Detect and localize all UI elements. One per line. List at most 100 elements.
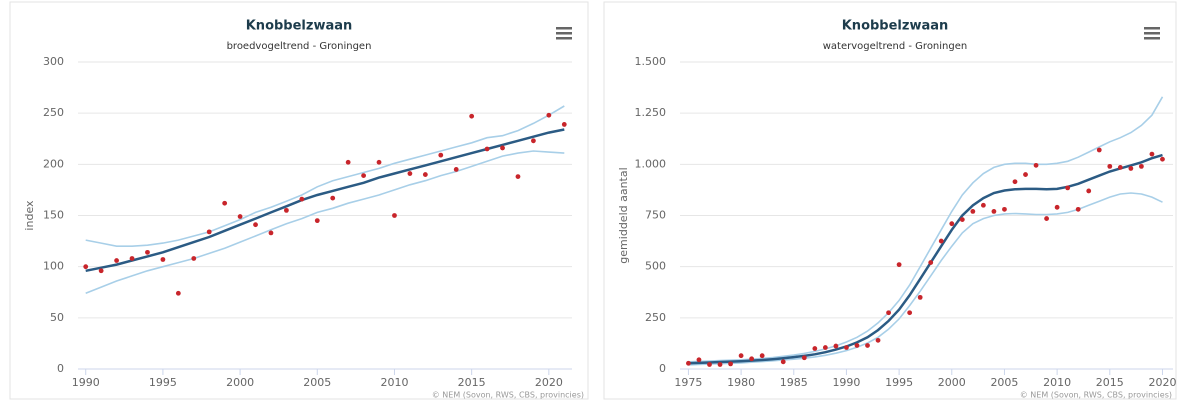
data-point xyxy=(83,264,89,270)
data-point xyxy=(1075,206,1081,212)
data-point xyxy=(844,345,849,350)
x-tick-label: 2020 xyxy=(1148,376,1176,389)
data-point xyxy=(453,167,459,172)
data-point xyxy=(928,260,934,265)
data-point xyxy=(738,353,744,359)
data-point xyxy=(145,249,150,255)
data-point xyxy=(407,171,413,176)
y-tick-label: 1.250 xyxy=(635,106,667,119)
x-tick-label: 1975 xyxy=(674,376,702,389)
data-point xyxy=(484,146,490,152)
data-point xyxy=(707,362,712,367)
data-point xyxy=(438,152,444,158)
data-point xyxy=(392,213,397,218)
data-point xyxy=(749,356,755,362)
y-tick-label: 500 xyxy=(645,260,666,273)
data-point xyxy=(314,218,320,224)
data-point xyxy=(175,290,181,296)
y-tick-label: 300 xyxy=(43,55,64,68)
x-tick-label: 2010 xyxy=(1043,376,1071,389)
menu-button[interactable] xyxy=(556,27,572,40)
data-point xyxy=(1128,166,1134,171)
x-tick-label: 2000 xyxy=(938,376,966,389)
data-point xyxy=(949,221,955,227)
data-point xyxy=(980,202,986,208)
data-point xyxy=(717,362,723,367)
credit: © NEM (Sovon, RWS, CBS, provincies) xyxy=(1020,391,1172,400)
data-point xyxy=(833,343,839,349)
data-point xyxy=(299,196,305,202)
y-tick-label: 750 xyxy=(645,209,666,222)
y-tick-label: 100 xyxy=(43,260,64,273)
chart-title: Knobbelzwaan xyxy=(842,19,949,34)
data-point xyxy=(1138,163,1144,169)
data-point xyxy=(546,112,552,118)
data-point xyxy=(1149,151,1155,157)
data-point xyxy=(812,346,818,351)
x-tick-label: 2015 xyxy=(458,376,486,389)
menu-icon-bar xyxy=(1144,32,1160,35)
data-point xyxy=(1023,172,1028,177)
data-point xyxy=(907,310,913,316)
menu-button[interactable] xyxy=(1144,27,1160,40)
data-point xyxy=(129,256,135,261)
y-axis-label: index xyxy=(23,200,36,231)
credit: © NEM (Sovon, RWS, CBS, provincies) xyxy=(432,391,584,400)
data-point xyxy=(886,310,891,316)
y-axis-label: gemiddeld aantal xyxy=(617,167,630,263)
data-point xyxy=(422,172,428,177)
y-tick-label: 50 xyxy=(50,311,64,324)
x-tick-label: 2020 xyxy=(535,376,563,389)
confidence-line xyxy=(688,192,1163,366)
panel-border xyxy=(9,1,589,400)
x-tick-label: 2000 xyxy=(226,376,254,389)
data-point xyxy=(1002,206,1007,212)
menu-icon-bar xyxy=(1144,37,1160,40)
confidence-line xyxy=(85,105,565,247)
data-point xyxy=(991,209,997,214)
data-point xyxy=(191,256,197,261)
data-point xyxy=(801,355,807,361)
confidence-line xyxy=(85,150,565,295)
data-point xyxy=(376,159,382,165)
data-point xyxy=(696,357,702,363)
data-point xyxy=(1107,163,1113,169)
data-point xyxy=(268,230,274,236)
data-point xyxy=(1160,156,1165,162)
data-point xyxy=(469,113,475,119)
data-point xyxy=(759,353,765,359)
data-point xyxy=(531,138,536,144)
data-point xyxy=(865,343,870,348)
y-tick-label: 1.500 xyxy=(635,55,667,68)
panel-border xyxy=(603,1,1177,400)
data-point xyxy=(160,257,166,262)
x-tick-label: 1985 xyxy=(780,376,808,389)
data-point xyxy=(284,207,289,213)
y-tick-label: 200 xyxy=(43,157,64,170)
x-tick-label: 1995 xyxy=(885,376,913,389)
data-point xyxy=(854,343,860,348)
data-point xyxy=(938,238,944,244)
data-point xyxy=(114,258,119,263)
chart-panel: Knobbelzwaan watervogeltrend - Groningen g… xyxy=(603,1,1177,400)
data-point xyxy=(253,222,258,228)
x-tick-label: 2015 xyxy=(1096,376,1124,389)
menu-icon-bar xyxy=(1144,27,1160,30)
data-point xyxy=(896,262,902,268)
data-point xyxy=(1065,185,1071,191)
trend-line xyxy=(85,128,565,273)
y-tick-label: 250 xyxy=(43,106,64,119)
confidence-line xyxy=(688,96,1164,363)
x-tick-label: 1980 xyxy=(727,376,755,389)
data-point xyxy=(345,159,351,165)
data-point xyxy=(822,345,828,350)
data-point xyxy=(970,209,976,214)
y-tick-label: 150 xyxy=(43,209,64,222)
trend-line xyxy=(688,153,1163,365)
data-point xyxy=(959,217,965,222)
data-point xyxy=(561,122,567,127)
x-tick-label: 2010 xyxy=(380,376,408,389)
x-tick-label: 2005 xyxy=(990,376,1018,389)
data-point xyxy=(780,359,786,365)
